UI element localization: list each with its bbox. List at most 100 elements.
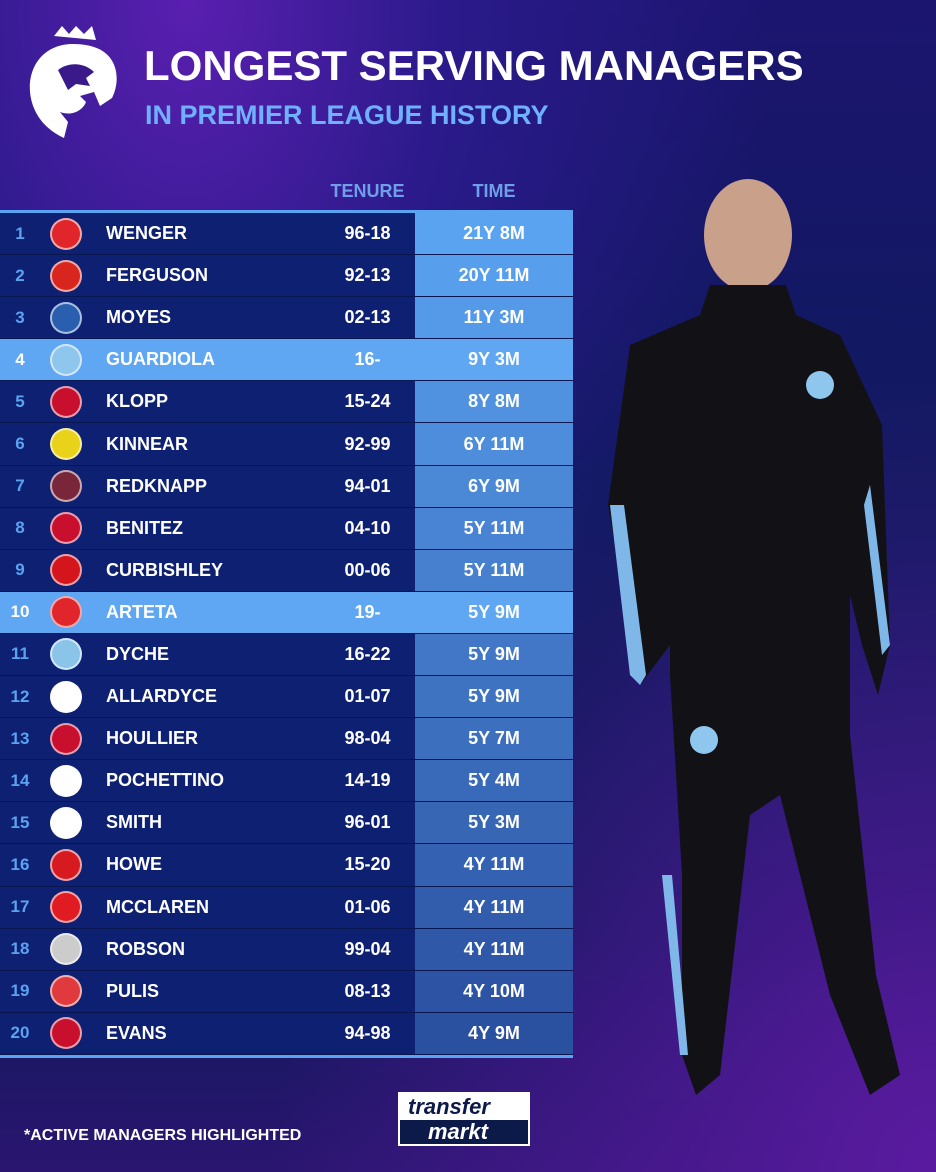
time: 4Y 10M	[415, 970, 573, 1012]
manager-name: SMITH	[106, 812, 162, 833]
rank: 3	[15, 307, 25, 327]
footnote: *ACTIVE MANAGERS HIGHLIGHTED	[24, 1127, 302, 1144]
rank: 13	[10, 728, 30, 748]
table-row: 16 HOWE 15-20 4Y 11M	[0, 844, 573, 887]
table-row: 8 BENITEZ 04-10 5Y 11M	[0, 507, 573, 550]
manager-name: KINNEAR	[106, 433, 189, 454]
manager-photo	[608, 179, 900, 1095]
rank: 6	[15, 434, 25, 454]
tenure: 98-04	[344, 728, 391, 749]
brand-line2: markt	[428, 1119, 488, 1144]
rank: 10	[10, 602, 30, 622]
manager-name: GUARDIOLA	[106, 349, 215, 370]
manager-name: EVANS	[106, 1022, 167, 1043]
arsenal-badge-icon	[50, 596, 82, 629]
tenure: 96-01	[344, 812, 391, 833]
tenure: 19-	[354, 601, 381, 622]
manager-name: BENITEZ	[106, 517, 184, 538]
brand-line1: transfer	[400, 1094, 528, 1120]
tenure: 16-	[354, 349, 381, 370]
manager-name: MCCLAREN	[106, 896, 209, 917]
tenure: 01-06	[344, 896, 391, 917]
manager-name: ALLARDYCE	[106, 686, 217, 707]
column-header-tenure: TENURE	[330, 181, 405, 201]
time: 5Y 3M	[415, 802, 573, 844]
tenure: 99-04	[344, 938, 391, 959]
tenure: 92-13	[344, 265, 391, 286]
tenure: 16-22	[344, 643, 391, 664]
table-row: 9 CURBISHLEY 00-06 5Y 11M	[0, 549, 573, 592]
tenure: 00-06	[344, 559, 391, 580]
rank: 11	[11, 644, 29, 664]
man-city-badge-icon	[50, 343, 82, 376]
time: 6Y 9M	[415, 465, 573, 507]
rank: 4	[15, 349, 25, 369]
time: 4Y 11M	[415, 886, 573, 928]
table-row: 17 MCCLAREN 01-06 4Y 11M	[0, 886, 573, 929]
time: 6Y 11M	[415, 423, 573, 465]
tenure: 92-99	[344, 433, 391, 454]
time: 5Y 11M	[415, 549, 573, 591]
table-row: 5 KLOPP 15-24 8Y 8M	[0, 381, 573, 424]
time: 11Y 3M	[415, 297, 573, 339]
table-row: 12 ALLARDYCE 01-07 5Y 9M	[0, 676, 573, 719]
everton-badge-icon	[50, 301, 82, 334]
table-row: 19 PULIS 08-13 4Y 10M	[0, 970, 573, 1013]
column-header-time: TIME	[472, 181, 516, 201]
rank: 9	[15, 560, 25, 580]
manager-name: POCHETTINO	[106, 770, 225, 791]
time: 20Y 11M	[415, 255, 573, 297]
table-row: 7 REDKNAPP 94-01 6Y 9M	[0, 465, 573, 508]
time: 5Y 9M	[415, 676, 573, 718]
time: 5Y 4M	[415, 760, 573, 802]
time: 5Y 11M	[415, 507, 573, 549]
rank: 7	[15, 476, 25, 496]
table-row: 2 FERGUSON 92-13 20Y 11M	[0, 255, 573, 298]
liverpool-badge-icon	[50, 1017, 82, 1050]
time: 9Y 3M	[468, 349, 520, 370]
time: 5Y 7M	[415, 718, 573, 760]
tenure: 02-13	[344, 307, 391, 328]
time: 4Y 11M	[415, 844, 573, 886]
manager-name: ROBSON	[106, 938, 186, 959]
rank: 20	[10, 1023, 30, 1043]
tenure: 15-24	[344, 391, 391, 412]
time: 4Y 11M	[415, 928, 573, 970]
rank: 1	[15, 223, 25, 243]
manager-name: KLOPP	[106, 391, 169, 412]
stoke-badge-icon	[50, 975, 82, 1008]
bolton-badge-icon	[50, 680, 82, 713]
manager-name: REDKNAPP	[106, 475, 208, 496]
table-row: 20 EVANS 94-98 4Y 9M	[0, 1012, 573, 1055]
table-row: 1 WENGER 96-18 21Y 8M	[0, 213, 573, 256]
tenure: 04-10	[344, 517, 391, 538]
tenure: 96-18	[344, 223, 391, 244]
time: 4Y 9M	[415, 1012, 573, 1054]
table-row: 10 ARTETA 19- 5Y 9M	[0, 591, 573, 634]
table-row: 15 SMITH 96-01 5Y 3M	[0, 802, 573, 845]
table-row: 3 MOYES 02-13 11Y 3M	[0, 297, 573, 340]
burnley-badge-icon	[50, 638, 82, 671]
liverpool-badge-icon	[50, 722, 82, 755]
manager-name: DYCHE	[106, 643, 170, 664]
manager-name: WENGER	[106, 223, 187, 244]
wimbledon-badge-icon	[50, 428, 82, 461]
time: 8Y 8M	[415, 381, 573, 423]
manager-name: HOWE	[106, 854, 162, 875]
transfermarkt-logo: transfer markt	[398, 1092, 530, 1146]
page-title: LONGEST SERVING MANAGERS	[144, 42, 804, 89]
charlton-badge-icon	[50, 554, 82, 587]
manager-name: PULIS	[106, 980, 160, 1001]
manager-name: FERGUSON	[106, 265, 209, 286]
tenure: 15-20	[344, 854, 391, 875]
managers-table: 1 WENGER 96-18 21Y 8M 2 FERGUSON 92-13 20…	[0, 210, 573, 1058]
page-subtitle: IN PREMIER LEAGUE HISTORY	[145, 100, 549, 130]
arsenal-badge-icon	[50, 217, 82, 250]
west-ham-badge-icon	[50, 470, 82, 503]
time: 5Y 9M	[468, 601, 520, 622]
table-row: 13 HOULLIER 98-04 5Y 7M	[0, 718, 573, 761]
derby-badge-icon	[50, 806, 82, 839]
middlesbrough-badge-icon	[50, 891, 82, 924]
tenure: 94-98	[344, 1022, 391, 1043]
rank: 17	[10, 897, 30, 917]
